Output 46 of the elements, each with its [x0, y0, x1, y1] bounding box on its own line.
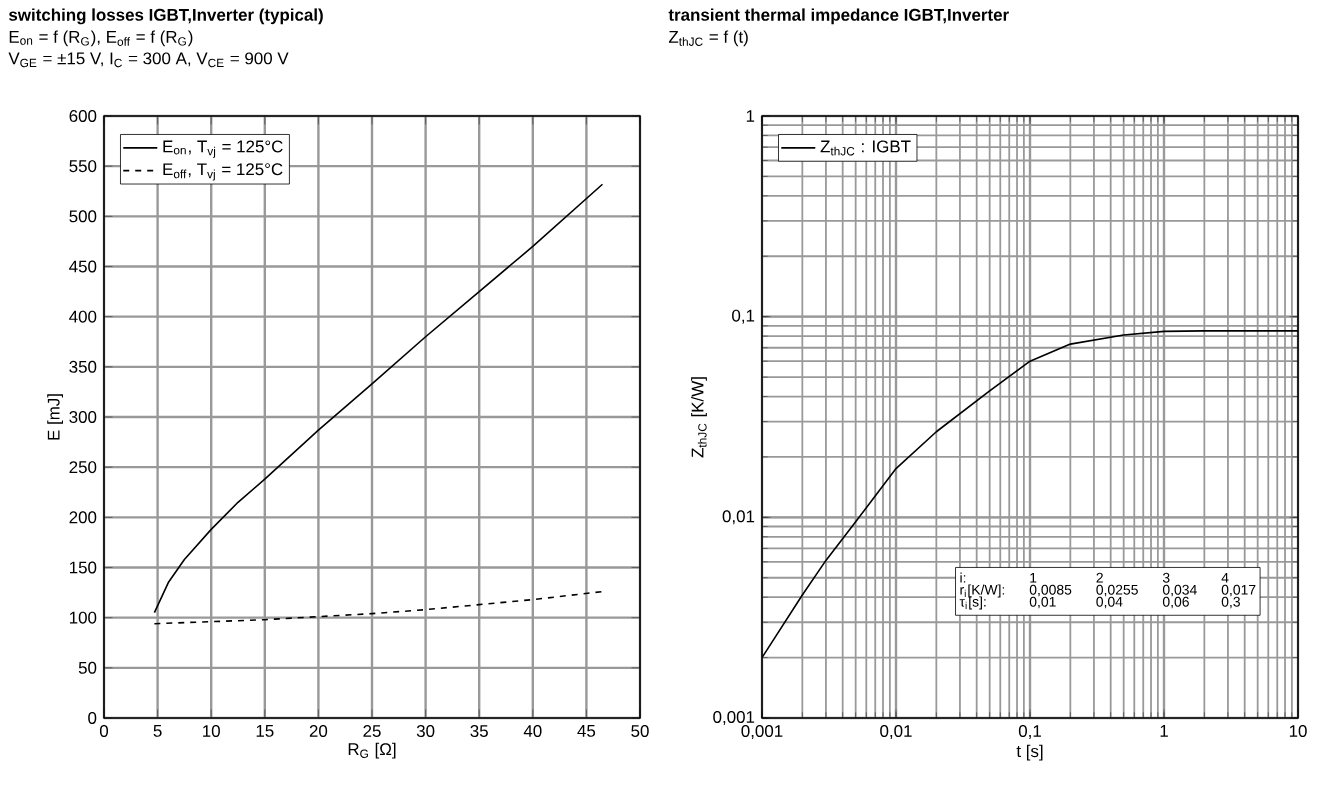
x-tick-label: 35: [470, 725, 488, 738]
y-tick-label: 50: [78, 661, 97, 674]
x-tick-label: 20: [309, 725, 328, 738]
y-tick-label: 150: [69, 561, 97, 574]
y-tick-label: 200: [69, 511, 97, 524]
y-tick-label: 500: [69, 210, 97, 223]
line-series: [153, 590, 604, 625]
y-tick-label: 100: [69, 611, 97, 624]
chart-subtitle: Z$_{thJC}$ = f (t): [668, 30, 748, 47]
y-tick-label: 450: [69, 260, 97, 273]
text: E$_{on}$ = f (R$_{G}$), E$_{off}$ = f (R$_{G}$): [9, 30, 193, 47]
legend-label: E$_{off}$, T$_{vj}$ = 125°C: [163, 163, 283, 181]
y-tick-label: 0: [88, 712, 97, 724]
y-tick-label: 350: [69, 360, 97, 373]
text: V$_{GE}$ = ±15 V, I$_{C}$ = 300 A, V$_{CE}$ = 900 V: [8, 52, 289, 68]
y-tick-label: 1: [746, 110, 755, 122]
y-tick-label: 250: [69, 461, 97, 474]
x-tick-label: 10: [203, 725, 220, 738]
y-tick-label: 0,01: [722, 510, 755, 525]
line-series: [153, 183, 604, 614]
x-tick-label: 30: [416, 725, 435, 738]
y-tick-label: 600: [69, 110, 97, 122]
x-tick-label: 45: [577, 725, 596, 737]
x-tick-label: 50: [631, 725, 649, 738]
y-tick-label: 550: [69, 160, 97, 173]
y-tick-label: 300: [69, 411, 97, 423]
y-tick-label: 0,1: [732, 309, 755, 324]
legend-label: E$_{on}$, T$_{vj}$ = 125°C: [163, 140, 283, 158]
x-tick-label: 0,01: [880, 725, 912, 740]
x-tick-label: 25: [363, 725, 381, 738]
y-axis-title: Z$_{thJC}$ [K/W]: [691, 377, 707, 458]
chart-title: transient thermal impedance IGBT,Inverter: [668, 8, 1009, 25]
x-tick-label: 40: [523, 725, 542, 738]
y-tick-label: 400: [69, 310, 97, 323]
x-tick-label: 15: [256, 725, 274, 737]
x-tick-label: 1: [1160, 725, 1168, 737]
x-axis-title: t [s]: [1016, 744, 1043, 761]
y-axis-title: E [mJ]: [47, 394, 64, 440]
y-tick-label: 0,001: [713, 711, 755, 725]
x-tick-label: 10: [1289, 725, 1307, 738]
x-tick-label: 0: [99, 725, 109, 738]
chart-title: switching losses IGBT,Inverter (typical): [8, 8, 323, 25]
x-tick-label: 5: [153, 725, 162, 737]
legend-label: Z$_{thJC}$ : IGBT: [820, 140, 911, 156]
x-tick-label: 0,1: [1018, 725, 1041, 740]
x-axis-title: R$_{G}$ [Ω]: [348, 742, 396, 759]
